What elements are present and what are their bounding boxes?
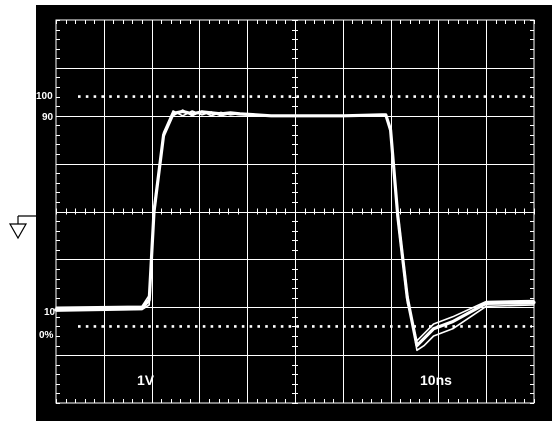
waveform-traces: [54, 109, 536, 352]
reference-levels: [78, 95, 532, 328]
time-per-div-readout: 10ns: [420, 372, 452, 388]
level-label-lower: 10: [44, 307, 56, 318]
level-label-top: 100: [36, 91, 53, 102]
graticule-ticks: [56, 20, 535, 404]
volts-per-div-readout: 1V: [137, 372, 155, 388]
waveform-trace: [55, 109, 535, 352]
ground-marker-icon: [8, 215, 36, 240]
waveform-trace: [55, 110, 535, 342]
level-label-upper: 90: [42, 112, 54, 123]
level-label-bottom: 0%: [39, 330, 54, 341]
